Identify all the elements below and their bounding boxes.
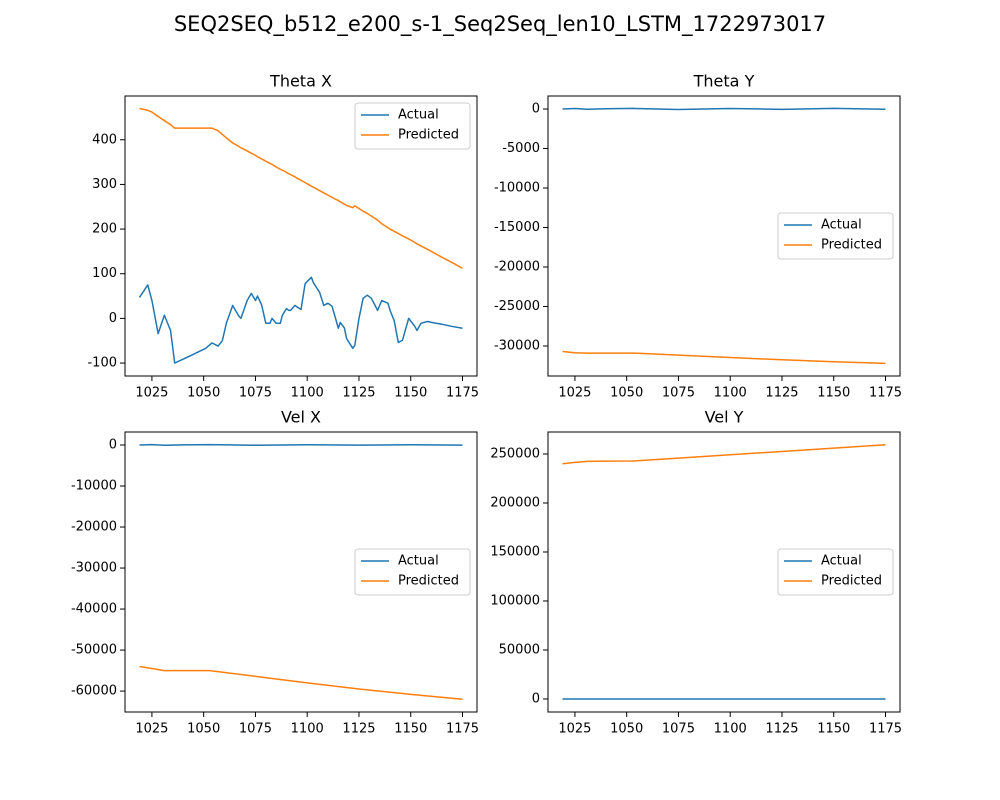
series-line xyxy=(139,665,463,701)
x-tick-label: 1075 xyxy=(662,722,695,737)
series-line xyxy=(139,443,463,446)
x-tick-label: 1175 xyxy=(869,386,902,401)
x-tick-label: 1050 xyxy=(610,722,643,737)
y-tick-label: 200 xyxy=(92,222,117,237)
x-tick-label: 1125 xyxy=(765,722,798,737)
x-tick-label: 1150 xyxy=(817,722,850,737)
x-tick-label: 1050 xyxy=(187,386,220,401)
series-line xyxy=(562,107,886,111)
y-tick-label: 0 xyxy=(109,438,117,453)
y-tick-label: -60000 xyxy=(71,684,117,699)
figure-title: SEQ2SEQ_b512_e200_s-1_Seq2Seq_len10_LSTM… xyxy=(174,12,826,37)
y-tick-label: -30000 xyxy=(71,561,117,576)
y-tick-label: -20000 xyxy=(71,520,117,535)
y-tick-label: -40000 xyxy=(71,602,117,617)
axes-frame xyxy=(547,95,901,377)
x-tick-label: 1100 xyxy=(714,386,747,401)
x-tick-label: 1125 xyxy=(342,386,375,401)
x-tick-label: 1100 xyxy=(291,722,324,737)
x-tick-label: 1125 xyxy=(342,722,375,737)
x-tick-label: 1175 xyxy=(869,722,902,737)
subplot-title: Theta Y xyxy=(693,72,755,91)
x-tick-label: 1125 xyxy=(765,386,798,401)
y-tick-label: 250000 xyxy=(490,446,540,461)
y-tick-label: 0 xyxy=(109,311,117,326)
subplot-title: Vel Y xyxy=(705,408,744,427)
legend-label: Actual xyxy=(821,218,862,233)
axes-frame xyxy=(124,95,478,377)
x-tick-label: 1050 xyxy=(187,722,220,737)
y-tick-label: -20000 xyxy=(494,260,540,275)
x-tick-label: 1150 xyxy=(817,386,850,401)
subplot-title: Vel X xyxy=(281,408,321,427)
legend-label: Actual xyxy=(398,554,439,569)
x-tick-label: 1025 xyxy=(558,386,591,401)
legend-label: Predicted xyxy=(398,128,459,143)
y-tick-label: -15000 xyxy=(494,220,540,235)
y-tick-label: 100000 xyxy=(490,593,540,608)
x-tick-label: 1100 xyxy=(291,386,324,401)
y-tick-label: -50000 xyxy=(71,643,117,658)
legend-label: Actual xyxy=(398,108,439,123)
series-line xyxy=(139,107,463,270)
y-tick-label: -25000 xyxy=(494,299,540,314)
x-tick-label: 1025 xyxy=(135,722,168,737)
y-tick-label: 200000 xyxy=(490,495,540,510)
axes-frame xyxy=(124,431,478,713)
y-tick-label: 400 xyxy=(92,132,117,147)
series-line xyxy=(138,276,463,364)
y-tick-label: 50000 xyxy=(499,642,540,657)
x-tick-label: 1175 xyxy=(446,722,479,737)
x-tick-label: 1100 xyxy=(714,722,747,737)
y-tick-label: -30000 xyxy=(494,338,540,353)
series-line xyxy=(562,443,886,465)
x-tick-label: 1025 xyxy=(135,386,168,401)
y-tick-label: -10000 xyxy=(71,479,117,494)
y-tick-label: 300 xyxy=(92,177,117,192)
x-tick-label: 1175 xyxy=(446,386,479,401)
y-tick-label: 0 xyxy=(532,102,540,117)
y-tick-label: 150000 xyxy=(490,544,540,559)
legend-label: Predicted xyxy=(398,574,459,589)
x-tick-label: 1075 xyxy=(662,386,695,401)
x-tick-label: 1075 xyxy=(239,722,272,737)
legend-label: Actual xyxy=(821,554,862,569)
x-tick-label: 1150 xyxy=(394,722,427,737)
x-tick-label: 1075 xyxy=(239,386,272,401)
series-line xyxy=(562,350,886,365)
y-tick-label: 0 xyxy=(532,691,540,706)
y-tick-label: -10000 xyxy=(494,181,540,196)
legend-label: Predicted xyxy=(821,238,882,253)
y-tick-label: -5000 xyxy=(502,141,540,156)
legend-label: Predicted xyxy=(821,574,882,589)
x-tick-label: 1150 xyxy=(394,386,427,401)
y-tick-label: -100 xyxy=(87,356,117,371)
x-tick-label: 1050 xyxy=(610,386,643,401)
subplot-title: Theta X xyxy=(269,72,332,91)
axes-frame xyxy=(547,431,901,713)
y-tick-label: 100 xyxy=(92,266,117,281)
x-tick-label: 1025 xyxy=(558,722,591,737)
